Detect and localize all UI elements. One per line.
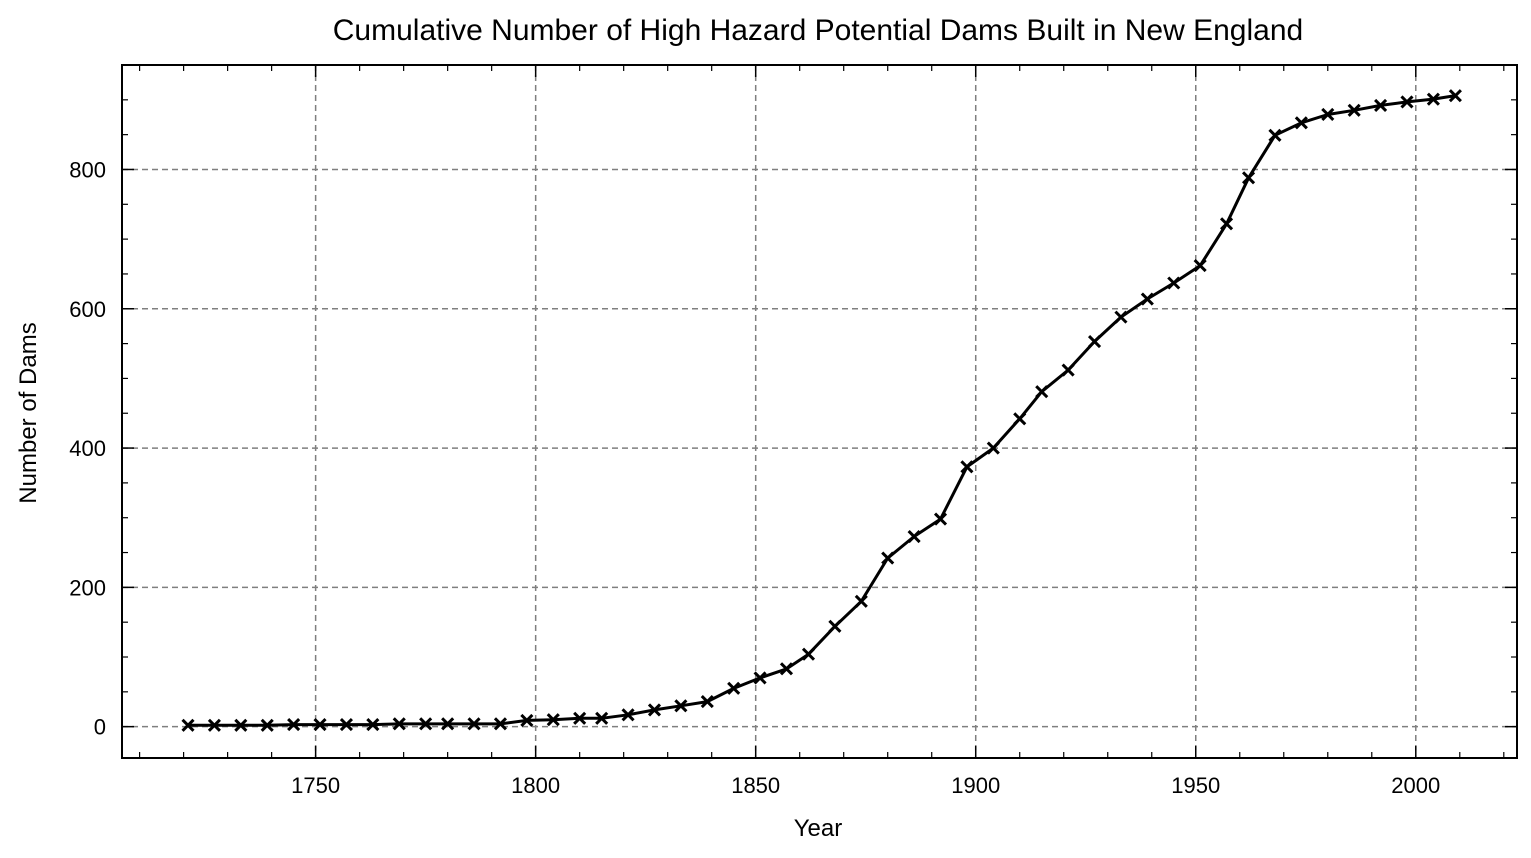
grid: [122, 65, 1517, 758]
data-point: [907, 529, 921, 544]
data-point: [647, 703, 662, 717]
y-tick-label: 800: [69, 157, 106, 182]
x-tick-label: 1750: [291, 773, 340, 798]
data-point: [674, 699, 688, 713]
x-tick-label: 1850: [731, 773, 780, 798]
data-point: [313, 718, 327, 732]
data-point: [933, 512, 948, 526]
data-point: [181, 718, 195, 732]
data-point: [595, 711, 609, 725]
data-point: [801, 647, 816, 661]
data-point: [1374, 98, 1388, 112]
x-tick-label: 1800: [511, 773, 560, 798]
data-point: [1087, 334, 1102, 349]
data-point: [1114, 310, 1128, 324]
data-point: [1268, 128, 1282, 142]
x-tick-label: 2000: [1391, 773, 1440, 798]
data-point: [573, 711, 587, 725]
data-point: [753, 671, 767, 685]
plot-frame: [121, 64, 1518, 759]
data-point: [366, 718, 380, 732]
data-point: [287, 718, 301, 732]
data-point: [1219, 217, 1234, 231]
data-point: [727, 681, 741, 695]
data-point: [1013, 412, 1027, 426]
data-point: [1193, 259, 1207, 273]
data-point: [1426, 92, 1440, 106]
tick-labels: 1750 1800 1850 1900 1950 2000 0 200 400 600 800: [69, 157, 1440, 798]
x-axis-label: Year: [794, 815, 843, 842]
series: [181, 89, 1462, 732]
series-line: [188, 94, 1456, 727]
y-tick-label: 0: [94, 715, 106, 740]
data-point: [520, 713, 534, 727]
data-point: [960, 460, 974, 474]
data-point: [207, 718, 221, 732]
data-point: [441, 717, 455, 731]
data-point: [828, 619, 842, 633]
data-point: [234, 718, 248, 732]
data-point: [1061, 363, 1075, 377]
data-point: [1347, 103, 1361, 117]
data-point: [779, 662, 794, 676]
data-point: [1448, 89, 1462, 103]
data-point: [392, 717, 406, 731]
x-tick-label: 1900: [951, 773, 1000, 798]
data-point: [1241, 171, 1256, 185]
data-point: [419, 717, 433, 731]
data-point: [1321, 107, 1335, 122]
data-point: [467, 717, 481, 731]
data-point: [1167, 276, 1181, 290]
y-tick-label: 400: [69, 436, 106, 461]
data-point: [1140, 292, 1154, 306]
y-tick-label: 600: [69, 297, 106, 322]
data-point: [1294, 116, 1308, 130]
data-point: [621, 708, 635, 722]
x-tick-label: 1950: [1171, 773, 1220, 798]
data-point: [1400, 95, 1414, 109]
data-point: [986, 441, 1000, 455]
data-point: [493, 717, 508, 731]
data-point: [260, 718, 274, 732]
y-tick-label: 200: [69, 575, 106, 600]
data-point: [339, 718, 353, 732]
data-point: [1035, 385, 1049, 399]
y-axis-label: Number of Dams: [15, 322, 42, 503]
data-point: [881, 551, 895, 565]
data-point: [854, 594, 868, 608]
data-point: [700, 695, 714, 709]
chart-title: Cumulative Number of High Hazard Potenti…: [333, 14, 1303, 47]
data-point: [546, 713, 560, 727]
